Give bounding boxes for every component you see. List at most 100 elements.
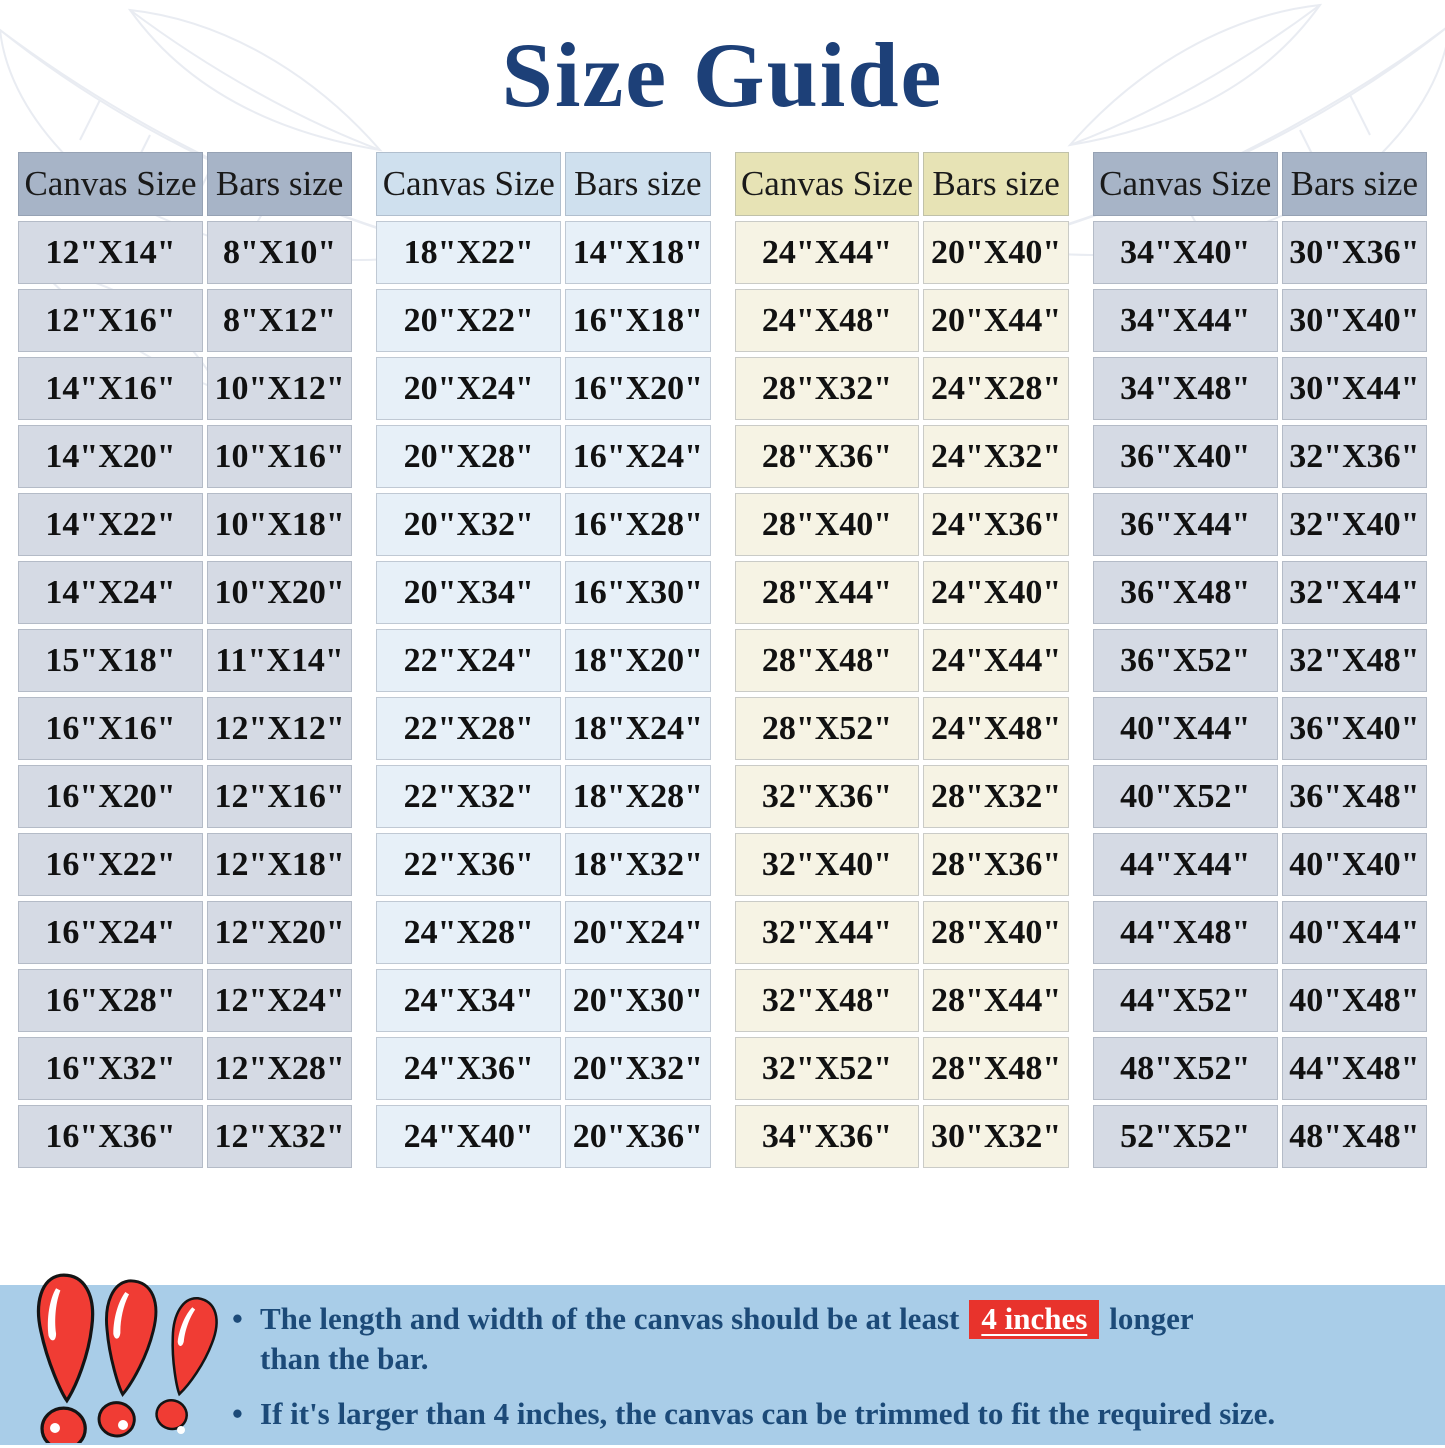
table-row: 44"X44" 40"X40" — [1092, 833, 1427, 896]
table-row: 22"X24" 18"X20" — [376, 629, 711, 692]
canvas-size-cell: 24"X48" — [734, 289, 920, 352]
bars-size-cell: 20"X36" — [565, 1105, 711, 1168]
canvas-size-cell: 15"X18" — [18, 629, 203, 692]
size-tables: Canvas Size Bars size 12"X14" 8"X10" 12"X1… — [0, 145, 1445, 1173]
canvas-size-cell: 14"X16" — [18, 357, 203, 420]
canvas-size-cell: 36"X44" — [1092, 493, 1278, 556]
canvas-size-cell: 34"X36" — [734, 1105, 920, 1168]
bars-size-cell: 16"X28" — [565, 493, 711, 556]
table-row: 28"X48" 24"X44" — [734, 629, 1069, 692]
canvas-size-cell: 24"X28" — [376, 901, 562, 964]
bars-size-cell: 12"X20" — [206, 901, 353, 964]
canvas-size-cell: 40"X44" — [1092, 697, 1278, 760]
bars-size-cell: 28"X44" — [923, 969, 1069, 1032]
canvas-size-cell: 14"X20" — [18, 425, 203, 488]
table-row: 34"X48" 30"X44" — [1092, 357, 1427, 420]
table-row: 34"X44" 30"X40" — [1092, 289, 1427, 352]
bars-size-header: Bars size — [565, 152, 711, 216]
table-row: 16"X24" 12"X20" — [18, 901, 353, 964]
bars-size-cell: 30"X32" — [923, 1105, 1069, 1168]
table-row: 36"X48" 32"X44" — [1092, 561, 1427, 624]
bars-size-cell: 32"X40" — [1281, 493, 1427, 556]
canvas-size-cell: 36"X48" — [1092, 561, 1278, 624]
bullet-icon: • — [232, 1301, 243, 1336]
canvas-size-cell: 20"X22" — [376, 289, 562, 352]
table-row: 16"X16" 12"X12" — [18, 697, 353, 760]
canvas-size-header: Canvas Size — [376, 152, 562, 216]
bars-size-cell: 16"X18" — [565, 289, 711, 352]
canvas-size-cell: 32"X52" — [734, 1037, 920, 1100]
bars-size-cell: 28"X36" — [923, 833, 1069, 896]
bars-size-cell: 20"X24" — [565, 901, 711, 964]
note-1-post: longer — [1109, 1301, 1194, 1336]
bars-size-cell: 12"X12" — [206, 697, 353, 760]
bars-size-cell: 12"X16" — [206, 765, 353, 828]
bars-size-cell: 8"X10" — [206, 221, 353, 284]
table-row: 32"X52" 28"X48" — [734, 1037, 1069, 1100]
note-2-text: If it's larger than 4 inches, the canvas… — [260, 1395, 1276, 1431]
canvas-size-cell: 18"X22" — [376, 221, 562, 284]
bars-size-cell: 10"X18" — [206, 493, 353, 556]
bars-size-cell: 14"X18" — [565, 221, 711, 284]
canvas-size-cell: 28"X48" — [734, 629, 920, 692]
canvas-size-cell: 16"X16" — [18, 697, 203, 760]
table-row: 16"X28" 12"X24" — [18, 969, 353, 1032]
table-row: 15"X18" 11"X14" — [18, 629, 353, 692]
notes-band: • The length and width of the canvas sho… — [0, 1273, 1445, 1448]
canvas-size-cell: 32"X44" — [734, 901, 920, 964]
highlight-4-inches: 4 inches — [969, 1300, 1100, 1339]
bars-size-cell: 18"X20" — [565, 629, 711, 692]
table-row: 44"X48" 40"X44" — [1092, 901, 1427, 964]
table-row: 18"X22" 14"X18" — [376, 221, 711, 284]
table-row: 48"X52" 44"X48" — [1092, 1037, 1427, 1100]
table-row: 24"X44" 20"X40" — [734, 221, 1069, 284]
table-row: 20"X22" 16"X18" — [376, 289, 711, 352]
bars-size-cell: 12"X28" — [206, 1037, 353, 1100]
table-row: 14"X22" 10"X18" — [18, 493, 353, 556]
table-row: 22"X36" 18"X32" — [376, 833, 711, 896]
size-table-2: Canvas Size Bars size 18"X22" 14"X18" 20"X… — [372, 147, 714, 1173]
canvas-size-cell: 20"X32" — [376, 493, 562, 556]
canvas-size-cell: 44"X52" — [1092, 969, 1278, 1032]
table-row: 28"X32" 24"X28" — [734, 357, 1069, 420]
bars-size-header: Bars size — [206, 152, 353, 216]
bars-size-cell: 24"X32" — [923, 425, 1069, 488]
bars-size-cell: 36"X48" — [1281, 765, 1427, 828]
canvas-size-cell: 28"X44" — [734, 561, 920, 624]
table-row: 36"X52" 32"X48" — [1092, 629, 1427, 692]
canvas-size-cell: 20"X28" — [376, 425, 562, 488]
table-row: 14"X24" 10"X20" — [18, 561, 353, 624]
header-row: Canvas Size Bars size — [1092, 152, 1427, 216]
canvas-size-cell: 52"X52" — [1092, 1105, 1278, 1168]
bars-size-cell: 18"X24" — [565, 697, 711, 760]
canvas-size-cell: 16"X36" — [18, 1105, 203, 1168]
note-1-line2: than the bar. — [260, 1341, 429, 1377]
table-row: 20"X32" 16"X28" — [376, 493, 711, 556]
bars-size-cell: 10"X12" — [206, 357, 353, 420]
canvas-size-cell: 20"X34" — [376, 561, 562, 624]
bars-size-cell: 20"X44" — [923, 289, 1069, 352]
table-row: 12"X16" 8"X12" — [18, 289, 353, 352]
bars-size-header: Bars size — [1281, 152, 1427, 216]
table-row: 24"X40" 20"X36" — [376, 1105, 711, 1168]
bars-size-cell: 10"X20" — [206, 561, 353, 624]
size-table-1: Canvas Size Bars size 12"X14" 8"X10" 12"X1… — [14, 147, 356, 1173]
note-1-pre: The length and width of the canvas shoul… — [260, 1301, 960, 1336]
notes: • The length and width of the canvas sho… — [232, 1299, 1425, 1448]
bars-size-cell: 24"X36" — [923, 493, 1069, 556]
table-row: 52"X52" 48"X48" — [1092, 1105, 1427, 1168]
table-row: 34"X36" 30"X32" — [734, 1105, 1069, 1168]
table-row: 24"X34" 20"X30" — [376, 969, 711, 1032]
bars-size-cell: 18"X28" — [565, 765, 711, 828]
canvas-size-cell: 12"X14" — [18, 221, 203, 284]
canvas-size-cell: 28"X40" — [734, 493, 920, 556]
exclamation-marks-icon — [36, 1273, 218, 1443]
canvas-size-cell: 20"X24" — [376, 357, 562, 420]
canvas-size-cell: 22"X28" — [376, 697, 562, 760]
bars-size-cell: 44"X48" — [1281, 1037, 1427, 1100]
table-row: 14"X16" 10"X12" — [18, 357, 353, 420]
canvas-size-cell: 16"X28" — [18, 969, 203, 1032]
bars-size-cell: 30"X44" — [1281, 357, 1427, 420]
table-row: 24"X28" 20"X24" — [376, 901, 711, 964]
table-row: 36"X44" 32"X40" — [1092, 493, 1427, 556]
